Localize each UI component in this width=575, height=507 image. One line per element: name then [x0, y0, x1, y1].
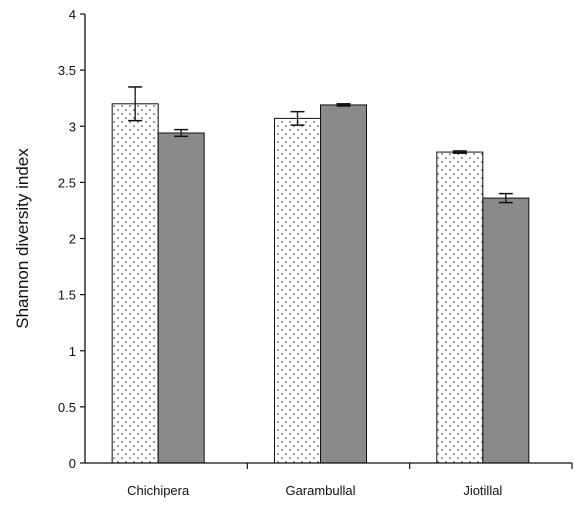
bar [157, 132, 205, 464]
bar [436, 151, 484, 464]
error-bars [128, 86, 513, 204]
bar [482, 197, 530, 464]
y-tick-label: 0.5 [58, 400, 76, 415]
y-tick-label: 4 [69, 7, 76, 22]
y-axis-ticks: 0 0.5 1 1.5 2 2.5 3 3.5 4 [58, 7, 85, 471]
bar [111, 103, 159, 464]
bar [320, 104, 367, 464]
y-tick-label: 2.5 [58, 175, 76, 190]
bars [111, 103, 530, 464]
x-category-label: Garambullal [285, 483, 355, 498]
y-tick-label: 3 [69, 119, 76, 134]
bar [274, 117, 321, 464]
y-tick-label: 2 [69, 232, 76, 247]
y-tick-label: 1.5 [58, 288, 76, 303]
y-tick-label: 1 [69, 344, 76, 359]
x-axis-labels: Chichipera Garambullal Jiotillal [127, 483, 502, 498]
y-axis-title: Shannon diversity index [13, 148, 32, 329]
y-tick-label: 0 [69, 456, 76, 471]
axes [84, 14, 573, 469]
y-tick-label: 3.5 [58, 63, 76, 78]
x-category-label: Jiotillal [463, 483, 502, 498]
x-category-label: Chichipera [127, 483, 190, 498]
